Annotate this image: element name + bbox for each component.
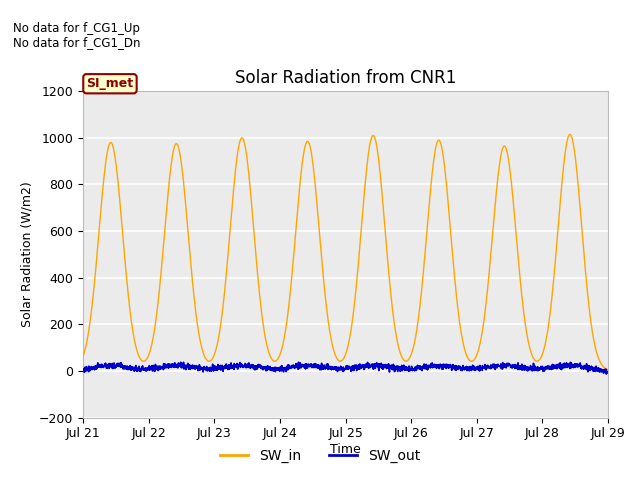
Text: No data for f_CG1_Up: No data for f_CG1_Up <box>13 22 140 35</box>
Legend: SW_in, SW_out: SW_in, SW_out <box>214 443 426 468</box>
Text: No data for f_CG1_Dn: No data for f_CG1_Dn <box>13 36 140 49</box>
Title: Solar Radiation from CNR1: Solar Radiation from CNR1 <box>235 69 456 87</box>
Text: SI_met: SI_met <box>86 77 134 90</box>
X-axis label: Time: Time <box>330 443 361 456</box>
Y-axis label: Solar Radiation (W/m2): Solar Radiation (W/m2) <box>20 181 33 327</box>
